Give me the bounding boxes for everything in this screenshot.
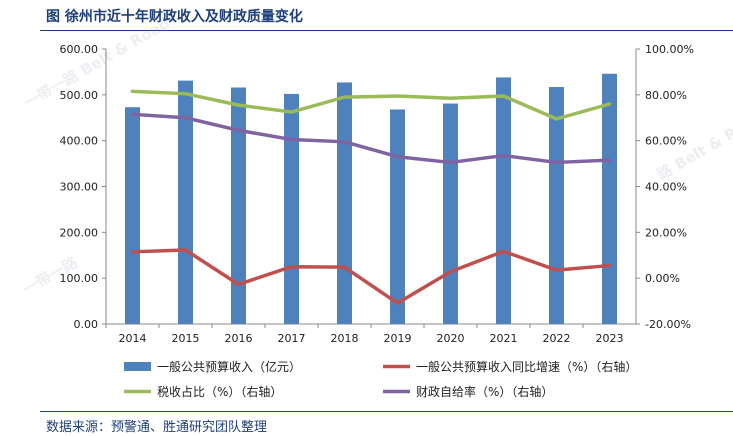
line-point-3-2023 <box>607 158 612 162</box>
bar-2019 <box>390 109 405 324</box>
line-point-2-2023 <box>607 102 612 106</box>
legend-label-3: 财政自给率（%）（右轴） <box>416 384 553 399</box>
bar-2014 <box>125 107 140 324</box>
line-point-1-2014 <box>130 250 135 254</box>
bar-2016 <box>231 87 246 324</box>
title-bar: 图 徐州市近十年财政收入及财政质量变化 <box>40 0 733 31</box>
line-point-2-2017 <box>289 110 294 114</box>
x-tick-label: 2019 <box>384 332 412 345</box>
left-tick-label: 300.00 <box>60 181 99 194</box>
line-point-1-2022 <box>554 268 559 272</box>
line-point-3-2019 <box>395 155 400 159</box>
x-tick-label: 2023 <box>596 332 624 345</box>
bar-2023 <box>602 73 617 324</box>
right-tick-label: -20.00% <box>645 318 691 331</box>
line-point-2-2021 <box>501 94 506 98</box>
x-tick-label: 2022 <box>543 332 571 345</box>
left-tick-label: 0.00 <box>74 318 99 331</box>
right-tick-label: 0.00% <box>645 272 680 285</box>
bar-2017 <box>284 93 299 325</box>
bar-2021 <box>496 77 511 325</box>
right-tick-label: 60.00% <box>645 135 687 148</box>
x-tick-label: 2016 <box>225 332 253 345</box>
legend-label-2: 税收占比（%）（右轴） <box>157 384 282 399</box>
bar-2015 <box>178 80 193 324</box>
line-point-3-2022 <box>554 160 559 165</box>
legend-label-1: 一般公共预算收入同比增速（%）（右轴） <box>416 359 637 374</box>
line-point-1-2023 <box>607 263 612 268</box>
line-series-2 <box>130 89 612 121</box>
legend: 一般公共预算收入（亿元） 一般公共预算收入同比增速（%）（右轴） 税收占比（%）（右… <box>124 359 637 399</box>
left-tick-label: 600.00 <box>60 43 99 56</box>
x-tick-label: 2020 <box>437 332 465 345</box>
line-point-3-2016 <box>236 128 241 132</box>
line-point-2-2019 <box>395 94 400 98</box>
right-tick-label: 20.00% <box>645 226 687 239</box>
legend-label-0: 一般公共预算收入（亿元） <box>157 359 301 374</box>
bar-2022 <box>549 87 564 325</box>
right-tick-label: 40.00% <box>645 181 687 194</box>
right-tick-label: 100.00% <box>645 43 694 56</box>
tick-labels: 0.00 100.00 200.00 300.00 400.00 500.00 600.00… <box>60 43 694 345</box>
line-point-1-2017 <box>289 265 294 269</box>
x-tick-label: 2015 <box>172 332 200 345</box>
x-tick-label: 2021 <box>490 332 518 345</box>
line-point-2-2018 <box>342 95 347 99</box>
line-series-1 <box>130 248 612 305</box>
x-tick-label: 2014 <box>119 332 147 345</box>
line-point-3-2014 <box>130 112 135 116</box>
line-point-1-2019 <box>395 301 400 305</box>
line-point-2-2016 <box>236 103 241 107</box>
line-series <box>130 89 612 305</box>
left-tick-label: 400.00 <box>60 135 99 148</box>
bar-2018 <box>337 82 352 324</box>
left-tick-label: 100.00 <box>60 272 99 285</box>
axes <box>102 48 640 328</box>
line-series-3 <box>130 112 612 165</box>
line-point-2-2020 <box>448 96 453 100</box>
left-tick-label: 200.00 <box>60 226 99 239</box>
footer-divider <box>40 411 733 412</box>
chart-title: 图 徐州市近十年财政收入及财政质量变化 <box>46 9 303 25</box>
line-point-1-2021 <box>501 249 506 253</box>
right-tick-label: 80.00% <box>645 89 687 102</box>
line-point-3-2018 <box>342 140 347 144</box>
line-point-3-2021 <box>501 153 506 158</box>
line-point-1-2020 <box>448 270 453 274</box>
left-tick-label: 500.00 <box>60 89 99 102</box>
line-point-1-2016 <box>236 282 241 286</box>
source-note: 数据来源：预警通、胜通研究团队整理 <box>46 420 268 435</box>
line-point-3-2017 <box>289 137 294 142</box>
line-point-3-2015 <box>183 116 188 120</box>
line-point-2-2014 <box>130 89 135 93</box>
line-point-2-2022 <box>554 117 559 121</box>
x-tick-label: 2017 <box>278 332 306 345</box>
legend-swatch-0 <box>124 362 151 371</box>
line-point-3-2020 <box>448 160 453 165</box>
line-point-1-2018 <box>342 265 347 269</box>
line-point-2-2015 <box>183 92 188 96</box>
bar-2020 <box>443 103 458 325</box>
x-tick-label: 2018 <box>331 332 359 345</box>
line-point-1-2015 <box>183 248 188 252</box>
